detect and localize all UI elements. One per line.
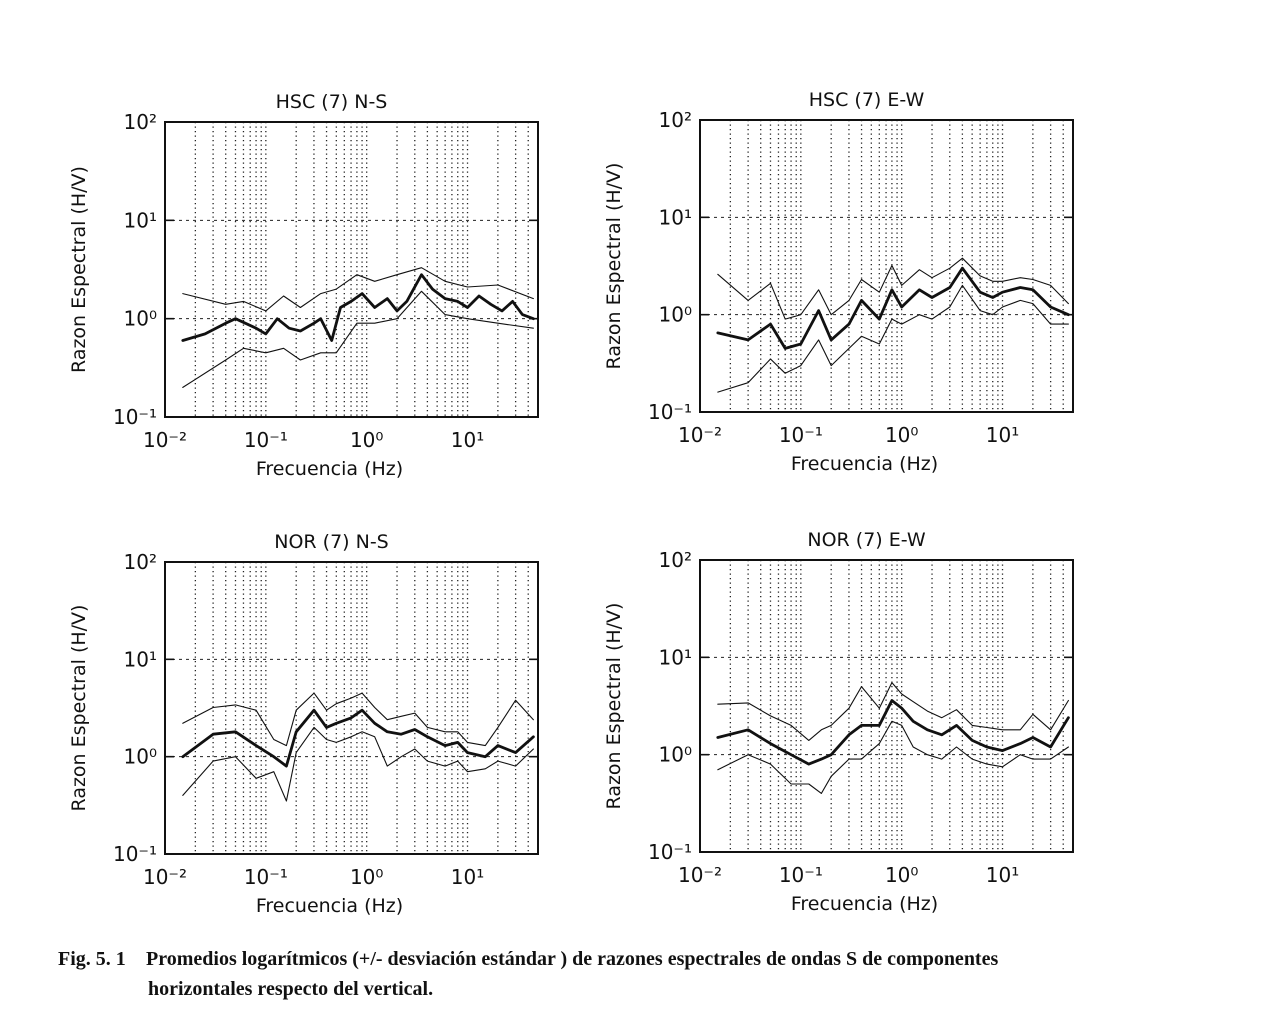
y-tick-label: 10⁰ — [659, 743, 692, 767]
x-grid — [729, 120, 1064, 412]
x-tick-label: 10⁰ — [350, 428, 383, 452]
chart-title: NOR (7) N-S — [274, 531, 389, 553]
chart-title: HSC (7) E-W — [809, 89, 925, 111]
series-line-plus-std — [717, 257, 1069, 320]
x-tick-label: 10⁰ — [350, 865, 383, 889]
y-tick-label: 10⁰ — [124, 307, 157, 331]
chart-title: NOR (7) E-W — [807, 529, 925, 551]
series-line-minus-std — [182, 290, 534, 388]
y-tick-label: 10⁻¹ — [113, 405, 157, 429]
series-line-minus-std — [182, 726, 534, 802]
x-tick-label: 10⁻¹ — [779, 863, 823, 887]
y-tick-label: 10⁻¹ — [648, 840, 692, 864]
y-tick-label: 10⁻¹ — [113, 842, 157, 866]
y-tick-label: 10¹ — [124, 208, 157, 232]
x-tick-label: 10¹ — [986, 423, 1019, 447]
x-grid — [194, 562, 529, 854]
series-line-mean — [181, 273, 535, 342]
caption-line-2: horizontales respecto del vertical. — [148, 978, 434, 1000]
series-line-mean — [716, 699, 1070, 766]
x-tick-label: 10⁻¹ — [779, 423, 823, 447]
x-tick-label: 10⁻² — [143, 428, 187, 452]
x-tick-label: 10⁻¹ — [244, 865, 288, 889]
figure-number: Fig. 5. 1 — [58, 948, 126, 970]
series-line-minus-std — [717, 284, 1069, 393]
y-axis-label: Razon Espectral (H/V) — [68, 605, 90, 812]
series-line-mean — [716, 266, 1070, 350]
x-axis-label: Frecuencia (Hz) — [256, 895, 403, 917]
x-tick-label: 10¹ — [986, 863, 1019, 887]
plot-frame — [164, 561, 539, 855]
y-tick-label: 10¹ — [659, 205, 692, 229]
x-grid — [729, 560, 1064, 852]
series-line-plus-std — [182, 692, 534, 747]
plot-frame — [164, 121, 539, 418]
y-tick-label: 10¹ — [659, 645, 692, 669]
y-tick-label: 10² — [659, 548, 692, 572]
y-axis-label: Razon Espectral (H/V) — [603, 163, 625, 370]
series-line-plus-std — [717, 682, 1069, 741]
series-line-mean — [181, 708, 535, 768]
y-tick-label: 10² — [124, 110, 157, 134]
caption-line-1: Promedios logarítmicos (+/- desviación e… — [146, 948, 999, 970]
y-axis-label: Razon Espectral (H/V) — [603, 603, 625, 810]
plot-frame — [699, 119, 1074, 413]
x-tick-label: 10¹ — [451, 428, 484, 452]
x-tick-label: 10¹ — [451, 865, 484, 889]
x-tick-label: 10⁰ — [885, 863, 918, 887]
x-grid — [194, 122, 529, 417]
y-tick-label: 10¹ — [124, 647, 157, 671]
x-tick-label: 10⁻¹ — [244, 428, 288, 452]
plot-frame — [699, 559, 1074, 853]
y-tick-label: 10⁰ — [124, 745, 157, 769]
x-tick-label: 10⁻² — [143, 865, 187, 889]
x-tick-label: 10⁰ — [885, 423, 918, 447]
y-tick-label: 10² — [659, 108, 692, 132]
figure-caption: Fig. 5. 1 Promedios logarítmicos (+/- des… — [58, 944, 1238, 1004]
y-tick-label: 10⁰ — [659, 303, 692, 327]
series-line-minus-std — [717, 720, 1069, 794]
x-axis-label: Frecuencia (Hz) — [791, 893, 938, 915]
series-line-plus-std — [182, 267, 534, 312]
x-axis-label: Frecuencia (Hz) — [791, 453, 938, 475]
y-tick-label: 10² — [124, 550, 157, 574]
x-tick-label: 10⁻² — [678, 423, 722, 447]
x-axis-label: Frecuencia (Hz) — [256, 458, 403, 480]
y-tick-label: 10⁻¹ — [648, 400, 692, 424]
x-tick-label: 10⁻² — [678, 863, 722, 887]
y-axis-label: Razon Espectral (H/V) — [68, 166, 90, 373]
chart-title: HSC (7) N-S — [276, 91, 388, 113]
